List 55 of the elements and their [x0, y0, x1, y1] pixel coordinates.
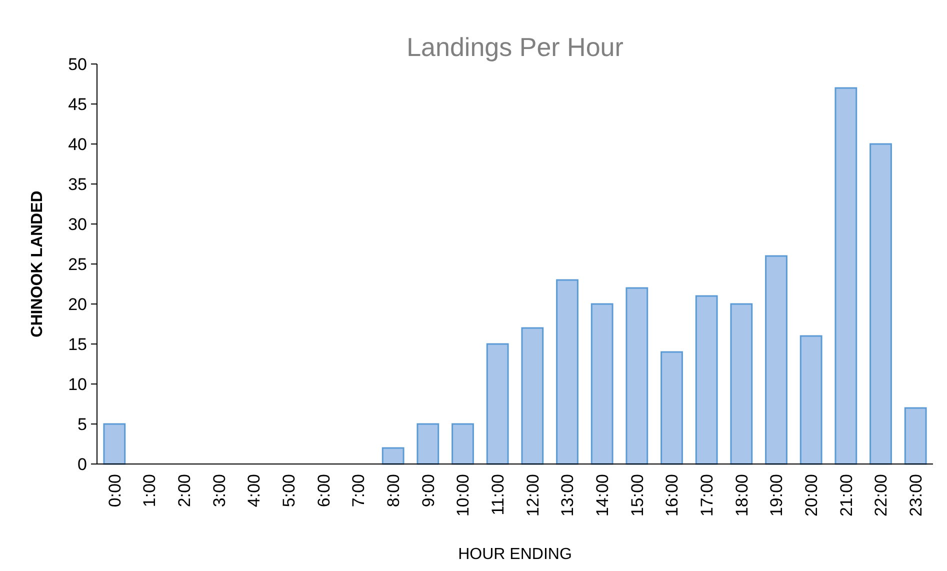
y-tick-label: 50: [68, 54, 87, 74]
y-tick-label: 10: [68, 374, 87, 394]
x-tick-label: 12:00: [523, 474, 542, 517]
bar: [486, 343, 509, 465]
x-tick-label: 13:00: [558, 474, 578, 517]
x-tick-label: 23:00: [906, 474, 926, 517]
x-tick-label: 1:00: [140, 474, 160, 508]
y-tick-label: 5: [78, 414, 87, 434]
bar: [834, 87, 858, 465]
bar: [590, 303, 614, 465]
x-tick-label: 3:00: [210, 474, 229, 508]
y-tick-label: 40: [68, 134, 87, 154]
x-tick-label: 2:00: [175, 474, 194, 508]
x-tick-label: 10:00: [454, 474, 473, 517]
x-tick-label: 18:00: [732, 474, 752, 517]
y-tick-label: 25: [68, 254, 87, 274]
x-tick-label: 7:00: [349, 474, 368, 508]
x-tick-label: 21:00: [836, 474, 856, 517]
x-tick-label: 17:00: [698, 474, 717, 517]
bar: [452, 423, 474, 465]
chart-title: Landings Per Hour: [406, 32, 624, 62]
bar: [660, 351, 683, 465]
x-axis-title: HOUR ENDING: [458, 546, 572, 563]
y-axis-title: CHINOOK LANDED: [29, 190, 46, 338]
x-tick-label: 4:00: [244, 474, 264, 508]
y-tick-label: 30: [68, 214, 87, 234]
x-tick-label: 16:00: [662, 474, 682, 517]
bar: [695, 295, 718, 465]
bar: [765, 255, 788, 465]
y-tick-label: 45: [68, 94, 87, 114]
x-tick-label: 14:00: [593, 474, 612, 517]
x-tick-label: 5:00: [280, 474, 299, 508]
bar: [382, 447, 404, 465]
x-tick-label: 11:00: [488, 474, 508, 516]
bar: [626, 287, 648, 465]
y-tick-label: 20: [68, 294, 87, 314]
bar: [556, 279, 578, 465]
x-tick-label: 8:00: [384, 474, 404, 508]
bar: [416, 423, 440, 465]
x-tick-label: 9:00: [418, 474, 438, 508]
bar: [521, 327, 544, 465]
bar: [800, 335, 822, 465]
bar: [904, 407, 927, 465]
x-tick-label: 19:00: [767, 474, 786, 517]
x-tick-label: 15:00: [628, 474, 647, 517]
x-tick-label: 20:00: [802, 474, 822, 517]
x-tick-label: 6:00: [314, 474, 334, 508]
bar: [870, 143, 892, 465]
y-tick-label: 0: [78, 454, 87, 474]
bar: [730, 303, 753, 465]
x-tick-label: 22:00: [872, 474, 891, 517]
y-tick-label: 15: [68, 334, 87, 354]
y-tick-label: 35: [68, 174, 87, 194]
bar: [103, 423, 126, 465]
x-tick-label: 0:00: [105, 474, 124, 508]
